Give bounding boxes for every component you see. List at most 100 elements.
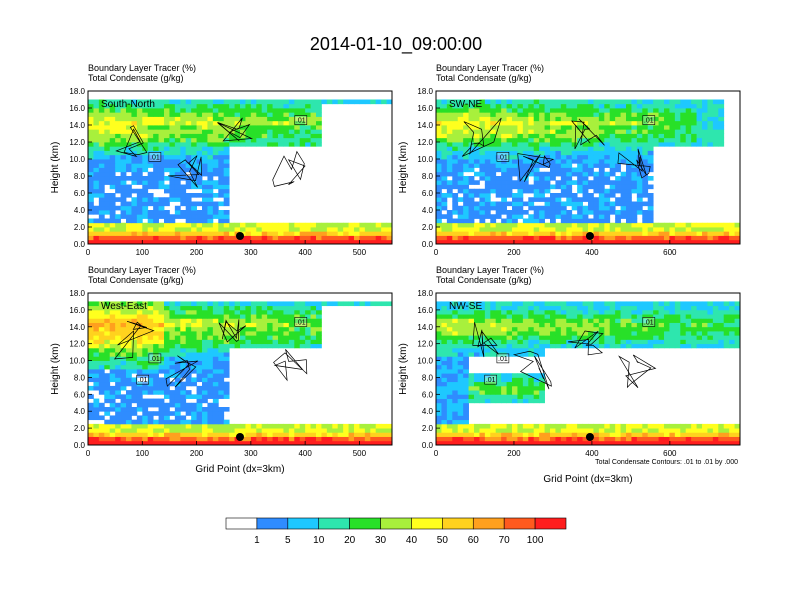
heatmap-cell [109, 180, 116, 185]
heatmap-cell [229, 339, 235, 345]
heatmap-cell [223, 146, 230, 151]
heatmap-cell [593, 108, 600, 113]
heatmap-cell [207, 318, 214, 323]
heatmap-cell [147, 423, 154, 429]
heatmap-cell [109, 137, 116, 143]
heatmap-cell [457, 205, 464, 211]
contour-line [570, 118, 605, 150]
heatmap-cell [691, 331, 697, 336]
heatmap-cell [598, 343, 605, 349]
heatmap-cell [153, 239, 159, 245]
heatmap-cell [180, 402, 187, 408]
heatmap-cell [609, 331, 616, 336]
heatmap-cell [495, 235, 502, 241]
heatmap-cell [272, 326, 279, 332]
heatmap-cell [136, 440, 143, 446]
heatmap-cell [517, 373, 524, 378]
heatmap-cell [436, 171, 442, 177]
heatmap-cell [615, 142, 621, 147]
heatmap-cell [185, 394, 192, 399]
heatmap-cell [180, 339, 187, 345]
heatmap-cell [490, 390, 497, 395]
heatmap-cell [533, 154, 540, 160]
heatmap-cell [615, 129, 621, 134]
heatmap-cell [631, 116, 638, 122]
y-tick-label: 2.0 [422, 223, 434, 232]
heatmap-cell [381, 436, 387, 442]
heatmap-cell [631, 137, 638, 143]
heatmap-cell [506, 373, 513, 378]
heatmap-cell [598, 133, 605, 139]
heatmap-cell [288, 322, 295, 328]
heatmap-cell [512, 112, 518, 117]
heatmap-cell [436, 394, 442, 399]
heatmap-cell [501, 309, 507, 315]
heatmap-cell [555, 214, 562, 219]
heatmap-cell [463, 347, 469, 353]
heatmap-cell [299, 222, 306, 228]
heatmap-cell [288, 343, 295, 349]
heatmap-cell [169, 120, 176, 126]
heatmap-cell [212, 116, 219, 122]
heatmap-cell [712, 222, 719, 228]
heatmap-cell [647, 133, 654, 139]
heatmap-cell [446, 184, 453, 190]
heatmap-cell [250, 125, 257, 130]
heatmap-cell [550, 227, 556, 232]
heatmap-cell [446, 407, 453, 412]
heatmap-cell [691, 227, 697, 232]
heatmap-cell [566, 188, 573, 194]
heatmap-cell [202, 231, 208, 236]
heatmap-cell [696, 108, 703, 113]
heatmap-cell [120, 180, 127, 185]
heatmap-cell [185, 352, 192, 357]
heatmap-cell [158, 318, 165, 323]
heatmap-cell [571, 239, 578, 245]
heatmap-cell [533, 142, 540, 147]
heatmap-cell [229, 129, 235, 134]
heatmap-cell [185, 201, 192, 207]
heatmap-cell [582, 314, 589, 319]
heatmap-cell [196, 142, 203, 147]
heatmap-cell [174, 326, 181, 332]
heatmap-cell [560, 318, 567, 323]
heatmap-cell [685, 339, 692, 345]
heatmap-cell [98, 415, 105, 421]
heatmap-cell [278, 331, 284, 336]
heatmap-cell [321, 423, 328, 429]
heatmap-cell [115, 440, 121, 446]
heatmap-cell [615, 227, 621, 232]
heatmap-cell [283, 231, 290, 236]
heatmap-cell [93, 193, 100, 198]
heatmap-cell [588, 150, 594, 156]
heatmap-cell [495, 331, 502, 336]
heatmap-cell [288, 436, 295, 442]
heatmap-cell [560, 188, 567, 194]
heatmap-cell [463, 218, 469, 224]
contour-line [272, 150, 306, 187]
heatmap-cell [609, 322, 616, 328]
heatmap-cell [593, 335, 600, 340]
heatmap-cell [109, 210, 116, 215]
heatmap-cell [501, 184, 507, 190]
heatmap-cell [636, 171, 643, 177]
heatmap-cell [484, 197, 491, 202]
heatmap-cell [191, 343, 197, 349]
heatmap-cell [528, 432, 535, 437]
heatmap-cell [169, 390, 176, 395]
heatmap-cell [115, 116, 121, 122]
heatmap-cell [712, 103, 719, 109]
heatmap-cell [588, 314, 594, 319]
heatmap-cell [615, 432, 621, 437]
heatmap-cell [348, 440, 355, 446]
heatmap-cell [120, 377, 127, 383]
heatmap-cell [131, 322, 138, 328]
heatmap-cell [164, 142, 170, 147]
heatmap-cell [375, 432, 382, 437]
heatmap-cell [202, 356, 208, 361]
heatmap-cell [283, 133, 290, 139]
contour-line [115, 125, 148, 158]
heatmap-cell [109, 440, 116, 446]
heatmap-cell [202, 116, 208, 122]
heatmap-cell [642, 137, 649, 143]
